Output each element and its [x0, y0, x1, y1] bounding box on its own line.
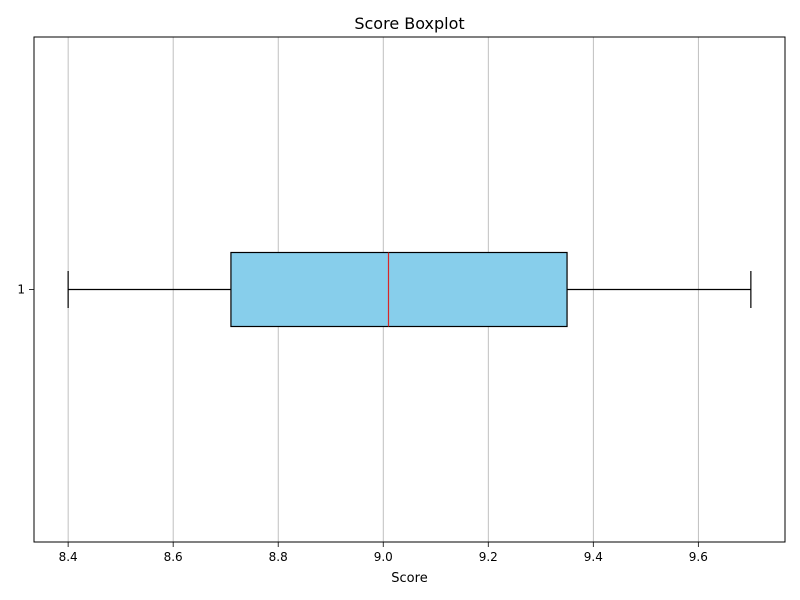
box-group	[67, 251, 752, 328]
x-tick-label: 8.8	[269, 550, 288, 564]
x-tick-label: 9.2	[479, 550, 498, 564]
chart-title: Score Boxplot	[354, 14, 464, 33]
x-tick-label: 9.4	[584, 550, 603, 564]
x-tick-label: 8.4	[59, 550, 78, 564]
x-tick-label: 9.6	[689, 550, 708, 564]
iqr-box	[230, 251, 568, 328]
y-axis: 1	[17, 283, 34, 297]
y-tick-label: 1	[17, 283, 25, 297]
x-axis-label: Score	[391, 571, 427, 586]
x-tick-label: 8.6	[164, 550, 183, 564]
x-tick-label: 9.0	[374, 550, 393, 564]
x-axis: 8.4 8.6 8.8 9.0 9.2 9.4 9.6	[59, 542, 708, 564]
